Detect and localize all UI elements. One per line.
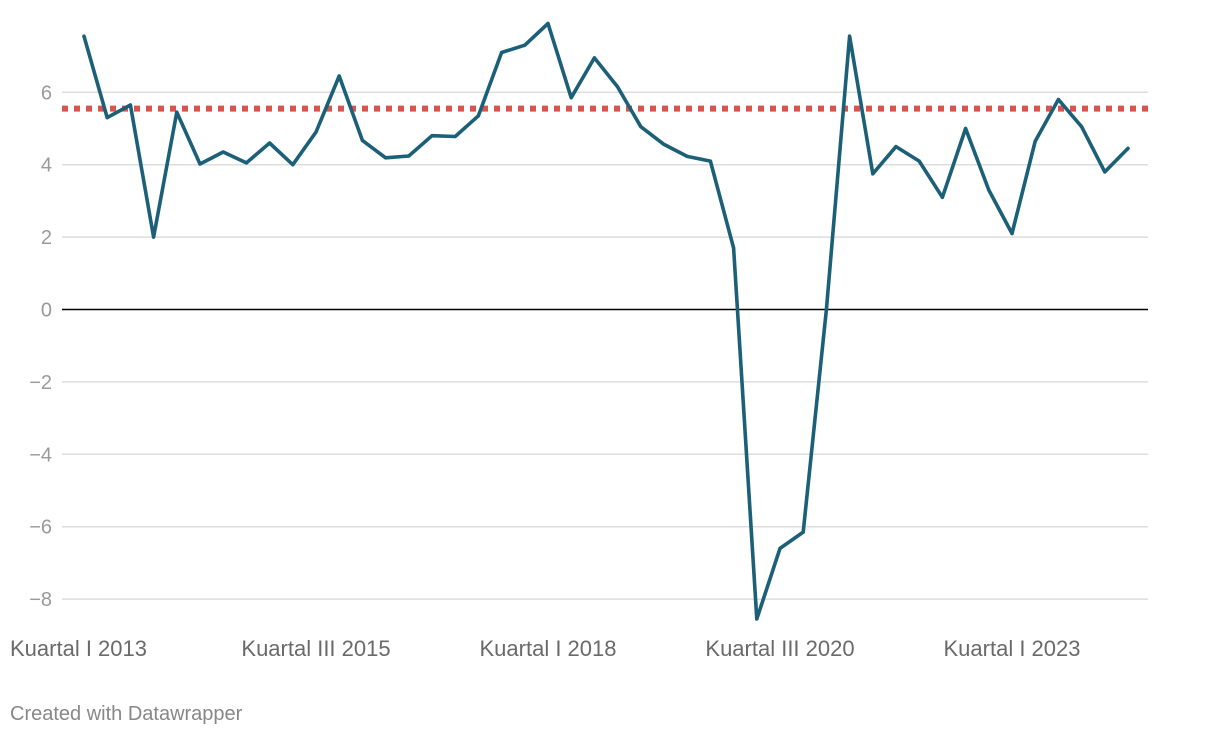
x-tick-label: Kuartal I 2023 xyxy=(944,636,1081,661)
data-point xyxy=(430,134,434,138)
data-point xyxy=(569,96,573,100)
data-point xyxy=(755,617,759,621)
data-point xyxy=(1080,125,1084,129)
data-point xyxy=(314,130,318,134)
data-point xyxy=(105,116,109,120)
data-point xyxy=(360,138,364,143)
data-point xyxy=(82,34,86,38)
data-point xyxy=(152,235,156,239)
data-point xyxy=(291,163,295,167)
data-point xyxy=(476,114,480,118)
data-point xyxy=(639,125,643,129)
data-point xyxy=(917,159,921,163)
data-point xyxy=(616,85,620,89)
data-point xyxy=(384,156,388,160)
data-point xyxy=(523,43,527,47)
data-point xyxy=(1033,139,1037,143)
gridlines xyxy=(62,91,1148,600)
x-tick-label: Kuartal I 2018 xyxy=(480,636,617,661)
line-chart: 6 4 2 0 −2 −4 −6 −8 Kuartal I 2013 Kuartal III 2… xyxy=(10,21,1148,661)
x-tick-label: Kuartal III 2020 xyxy=(705,636,854,661)
series-line xyxy=(82,21,1130,621)
data-point xyxy=(987,188,991,192)
y-tick-label: 0 xyxy=(41,300,52,322)
data-point xyxy=(1103,170,1107,174)
y-tick-label: −8 xyxy=(29,589,52,611)
data-point xyxy=(848,34,852,38)
data-point xyxy=(964,126,968,131)
data-point xyxy=(453,134,457,139)
y-tick-label: 6 xyxy=(41,82,52,104)
x-tick-label: Kuartal III 2015 xyxy=(241,636,390,661)
data-point xyxy=(894,145,898,149)
data-point xyxy=(778,546,782,551)
data-point xyxy=(337,74,341,78)
data-point xyxy=(546,21,550,26)
y-tick-label: −6 xyxy=(29,517,52,539)
data-point xyxy=(407,154,411,158)
y-tick-label: 2 xyxy=(41,227,52,249)
data-point xyxy=(175,110,179,114)
data-point xyxy=(871,172,875,176)
data-point xyxy=(1056,97,1060,102)
data-point xyxy=(662,142,666,147)
x-tick-label: Kuartal I 2013 xyxy=(10,636,147,661)
data-point xyxy=(128,103,132,107)
y-tick-label: −4 xyxy=(29,444,52,466)
data-point xyxy=(198,162,202,166)
data-point xyxy=(592,56,597,60)
data-point xyxy=(500,50,504,55)
data-point xyxy=(244,161,248,165)
x-axis-ticks: Kuartal I 2013 Kuartal III 2015 Kuartal I … xyxy=(10,636,1080,661)
data-point xyxy=(708,159,713,163)
data-point xyxy=(940,195,945,199)
data-point xyxy=(824,307,829,312)
y-tick-label: 4 xyxy=(41,155,52,177)
data-point xyxy=(221,150,225,154)
y-tick-label: −2 xyxy=(29,372,52,394)
data-point xyxy=(801,530,805,534)
data-point xyxy=(1126,146,1130,151)
credit-text: Created with Datawrapper xyxy=(10,703,243,725)
data-point xyxy=(1010,231,1014,236)
series xyxy=(82,21,1130,621)
data-point xyxy=(732,246,736,250)
y-axis-ticks: 6 4 2 0 −2 −4 −6 −8 xyxy=(29,82,52,611)
data-point xyxy=(268,141,272,145)
data-point xyxy=(685,154,689,158)
